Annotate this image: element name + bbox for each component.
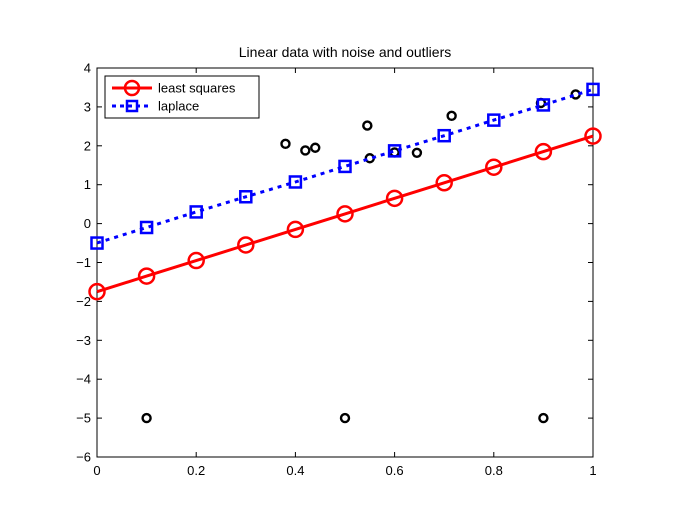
x-tick-label: 0.2: [187, 463, 205, 478]
laplace-marker: [288, 175, 303, 189]
y-tick-label: −3: [76, 333, 91, 348]
laplace-line: [96, 87, 594, 245]
legend-square-marker: [125, 99, 139, 113]
y-tick-label: −1: [76, 255, 91, 270]
x-tick-label: 0: [93, 463, 100, 478]
data-point: [538, 412, 549, 424]
y-tick-label: −4: [76, 372, 91, 387]
least-squares-marker: [88, 282, 106, 301]
x-tick-label: 0.4: [286, 463, 304, 478]
y-tick-label: 3: [84, 99, 91, 114]
laplace-marker: [239, 190, 253, 204]
laplace-marker: [437, 128, 451, 143]
chart-title: Linear data with noise and outliers: [239, 44, 451, 60]
data-point: [362, 120, 373, 131]
laplace-marker: [586, 82, 600, 97]
laplace-marker: [189, 205, 203, 219]
plot-area-frame: [96, 67, 594, 458]
least-squares-marker: [534, 142, 553, 161]
data-point: [339, 412, 351, 424]
least-squares-line: [96, 134, 594, 294]
least-squares-marker: [435, 174, 453, 192]
laplace-marker: [139, 220, 154, 235]
least-squares-marker: [336, 205, 354, 223]
legend-label: laplace: [158, 99, 199, 114]
y-tick-label: 0: [84, 216, 91, 231]
least-squares-marker: [237, 236, 255, 254]
y-tick-label: −2: [76, 294, 91, 309]
x-tick-label: 0.6: [386, 463, 404, 478]
legend-circle-marker: [123, 79, 141, 97]
data-point: [411, 147, 423, 159]
laplace-marker: [338, 159, 352, 174]
least-squares-marker: [286, 220, 305, 239]
least-squares-marker: [187, 251, 205, 270]
laplace-marker: [90, 236, 104, 250]
y-tick-label: −5: [76, 411, 91, 426]
x-tick-label: 1: [589, 463, 596, 478]
data-point: [280, 138, 291, 150]
least-squares-marker: [385, 189, 404, 208]
laplace-marker: [536, 98, 551, 112]
laplace-marker: [387, 144, 402, 158]
y-tick-label: 2: [84, 138, 91, 153]
data-point: [141, 412, 152, 424]
data-point: [310, 142, 321, 153]
laplace-marker: [487, 113, 501, 127]
data-point: [300, 145, 311, 156]
legend-label: least squares: [158, 81, 236, 96]
y-tick-label: 4: [84, 61, 91, 76]
y-tick-label: −6: [76, 450, 91, 465]
least-squares-marker: [584, 127, 602, 145]
y-tick-label: 1: [84, 177, 91, 192]
x-tick-label: 0.8: [485, 463, 503, 478]
least-squares-marker: [137, 267, 156, 285]
data-point: [446, 110, 457, 122]
least-squares-marker: [485, 158, 503, 176]
